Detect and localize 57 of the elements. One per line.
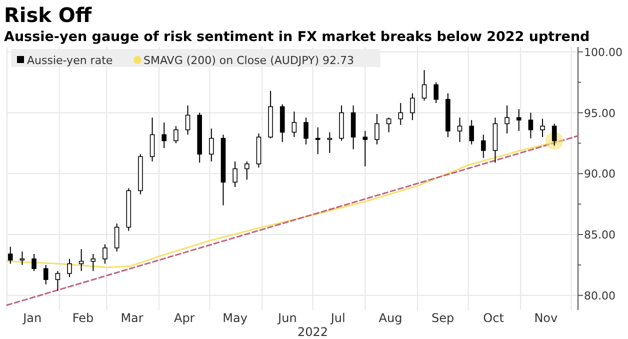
y-tick-label: 100.00	[584, 46, 622, 59]
legend-label: Aussie-yen rate	[27, 54, 113, 67]
candlestick	[185, 104, 190, 136]
chart-title: Risk Off	[4, 3, 92, 27]
y-tick-label: 85.00	[584, 228, 616, 242]
x-tick-label: Nov	[534, 311, 558, 325]
x-tick-label: Jun	[277, 311, 297, 325]
candlestick	[209, 128, 214, 162]
x-axis-title: 2022	[298, 325, 328, 339]
x-tick-label: May	[222, 311, 248, 325]
candlestick	[292, 111, 297, 138]
candlestick	[32, 253, 36, 272]
legend-label: SMAVG (200) on Close (AUDJPY) 92.73	[144, 54, 354, 67]
candlestick	[102, 244, 108, 264]
y-tick-label: 80.00	[584, 289, 616, 302]
candlestick	[528, 112, 534, 139]
x-tick-label: Feb	[72, 311, 94, 325]
candlestick	[422, 70, 427, 102]
candlestick	[398, 102, 404, 126]
candlestick	[67, 258, 72, 278]
candlestick	[504, 104, 510, 134]
x-tick-label: Mar	[120, 311, 144, 325]
candlestick	[469, 120, 474, 145]
candlestick	[457, 117, 462, 142]
x-tick-label: Jul	[330, 311, 346, 325]
candlestick	[410, 92, 415, 121]
candlestick	[434, 82, 438, 104]
candlestick	[362, 130, 368, 167]
x-tick-label: Aug	[378, 311, 402, 325]
x-tick-label: Sep	[432, 311, 454, 325]
candlestick	[78, 248, 84, 272]
candlestick	[552, 123, 557, 146]
candlestick	[162, 122, 167, 149]
y-tick-label: 95.00	[584, 106, 616, 120]
candlestick	[540, 118, 545, 138]
candlestick	[55, 270, 60, 292]
candlestick	[480, 134, 486, 158]
candlestick	[232, 160, 238, 188]
candlestick	[8, 246, 13, 264]
candlestick	[174, 126, 178, 144]
chart-subtitle: Aussie-yen gauge of risk sentiment in FX market breaks below 2022 uptrend	[4, 29, 590, 45]
candlestick	[315, 126, 320, 155]
candlestick	[114, 223, 120, 252]
y-tick-label: 90.00	[584, 168, 616, 181]
candlestick	[516, 108, 522, 132]
candlestick	[304, 117, 308, 145]
candlestick	[43, 264, 48, 285]
x-tick-label: Oct	[483, 311, 504, 325]
candlestick	[90, 253, 96, 272]
candlestick	[150, 117, 155, 162]
candlestick	[327, 132, 332, 154]
x-tick-label: Apr	[174, 311, 195, 325]
candlestick	[386, 117, 392, 133]
candlestick	[244, 160, 250, 180]
candlestick	[20, 251, 25, 266]
x-tick-label: Jan	[22, 311, 42, 325]
candlestick	[374, 113, 380, 145]
